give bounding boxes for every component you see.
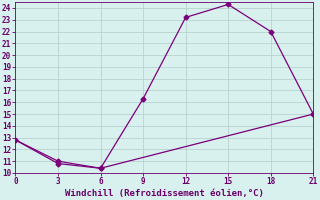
X-axis label: Windchill (Refroidissement éolien,°C): Windchill (Refroidissement éolien,°C) [65, 189, 264, 198]
